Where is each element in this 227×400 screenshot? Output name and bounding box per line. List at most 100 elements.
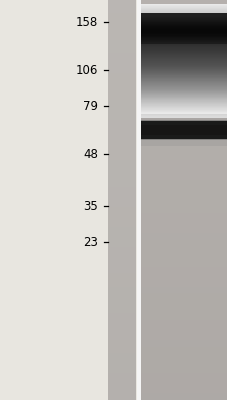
Bar bbox=[141, 4, 226, 5]
Bar bbox=[141, 111, 226, 112]
Bar bbox=[141, 38, 226, 39]
Bar bbox=[141, 267, 226, 273]
Bar bbox=[141, 40, 226, 47]
Bar bbox=[108, 67, 135, 73]
Bar bbox=[141, 50, 226, 51]
Bar bbox=[141, 287, 226, 293]
Bar bbox=[108, 353, 135, 360]
Bar bbox=[141, 54, 226, 55]
Bar bbox=[141, 17, 226, 18]
Bar bbox=[141, 88, 226, 89]
Bar bbox=[141, 19, 226, 20]
Bar bbox=[108, 367, 135, 373]
Bar bbox=[141, 300, 226, 307]
Bar bbox=[141, 72, 226, 73]
Bar bbox=[141, 207, 226, 213]
Bar bbox=[141, 340, 226, 347]
Bar bbox=[108, 173, 135, 180]
Bar bbox=[141, 77, 226, 78]
Bar bbox=[108, 53, 135, 60]
Bar bbox=[108, 260, 135, 267]
Bar bbox=[141, 58, 226, 59]
Bar bbox=[141, 103, 226, 104]
Bar bbox=[141, 104, 226, 106]
Bar bbox=[141, 38, 226, 39]
Bar bbox=[141, 30, 226, 31]
Bar bbox=[141, 89, 226, 90]
Bar bbox=[141, 313, 226, 320]
Bar bbox=[141, 327, 226, 333]
Bar bbox=[141, 25, 226, 26]
Bar bbox=[141, 36, 226, 37]
Bar bbox=[141, 121, 226, 139]
Bar bbox=[141, 20, 226, 27]
Bar bbox=[108, 47, 135, 53]
Bar bbox=[108, 40, 135, 47]
Bar bbox=[141, 5, 226, 6]
Bar bbox=[141, 116, 226, 118]
Bar bbox=[141, 67, 226, 73]
Bar bbox=[141, 42, 226, 43]
Bar bbox=[141, 0, 226, 7]
Bar bbox=[108, 233, 135, 240]
Bar bbox=[141, 53, 226, 54]
Bar bbox=[141, 62, 226, 63]
Bar bbox=[108, 333, 135, 340]
Bar bbox=[141, 387, 226, 393]
Bar bbox=[141, 13, 226, 14]
Bar bbox=[108, 87, 135, 93]
Bar bbox=[141, 30, 226, 31]
Bar bbox=[141, 127, 226, 133]
Bar bbox=[141, 48, 226, 49]
Bar bbox=[141, 125, 226, 135]
Bar bbox=[141, 22, 226, 23]
Bar bbox=[141, 88, 226, 90]
Bar bbox=[141, 90, 226, 91]
Bar bbox=[141, 120, 226, 127]
Bar bbox=[108, 227, 135, 233]
Bar bbox=[141, 27, 226, 28]
Bar bbox=[141, 29, 226, 30]
Text: 23: 23 bbox=[83, 236, 98, 248]
Bar bbox=[141, 247, 226, 253]
Bar bbox=[141, 73, 226, 74]
Bar bbox=[108, 180, 135, 187]
Bar bbox=[141, 26, 226, 27]
Bar bbox=[108, 167, 135, 173]
Bar bbox=[141, 37, 226, 38]
Bar bbox=[141, 100, 226, 101]
Bar bbox=[141, 96, 226, 97]
Bar bbox=[141, 76, 226, 77]
Bar bbox=[141, 213, 226, 220]
Bar bbox=[108, 100, 135, 107]
Bar bbox=[108, 27, 135, 33]
Text: 79: 79 bbox=[83, 100, 98, 112]
Bar bbox=[141, 18, 226, 19]
Bar bbox=[141, 45, 226, 46]
Bar bbox=[141, 72, 226, 74]
Bar bbox=[108, 373, 135, 380]
Bar bbox=[108, 380, 135, 387]
Bar bbox=[141, 75, 226, 76]
Bar bbox=[141, 82, 226, 83]
Bar bbox=[141, 46, 226, 47]
Bar bbox=[141, 74, 226, 75]
Bar bbox=[141, 117, 226, 118]
Bar bbox=[141, 107, 226, 108]
Text: 48: 48 bbox=[83, 148, 98, 160]
Bar bbox=[141, 93, 226, 100]
Bar bbox=[141, 220, 226, 227]
Bar bbox=[141, 87, 226, 93]
Bar bbox=[141, 65, 226, 66]
Bar bbox=[141, 112, 226, 114]
Bar bbox=[141, 280, 226, 287]
Bar bbox=[141, 87, 226, 88]
Bar bbox=[141, 86, 226, 87]
Bar bbox=[141, 5, 226, 6]
Bar bbox=[141, 253, 226, 260]
Text: 35: 35 bbox=[83, 200, 98, 212]
Bar bbox=[141, 240, 226, 247]
Bar bbox=[141, 107, 226, 108]
Bar bbox=[141, 109, 226, 110]
Bar bbox=[141, 10, 226, 11]
